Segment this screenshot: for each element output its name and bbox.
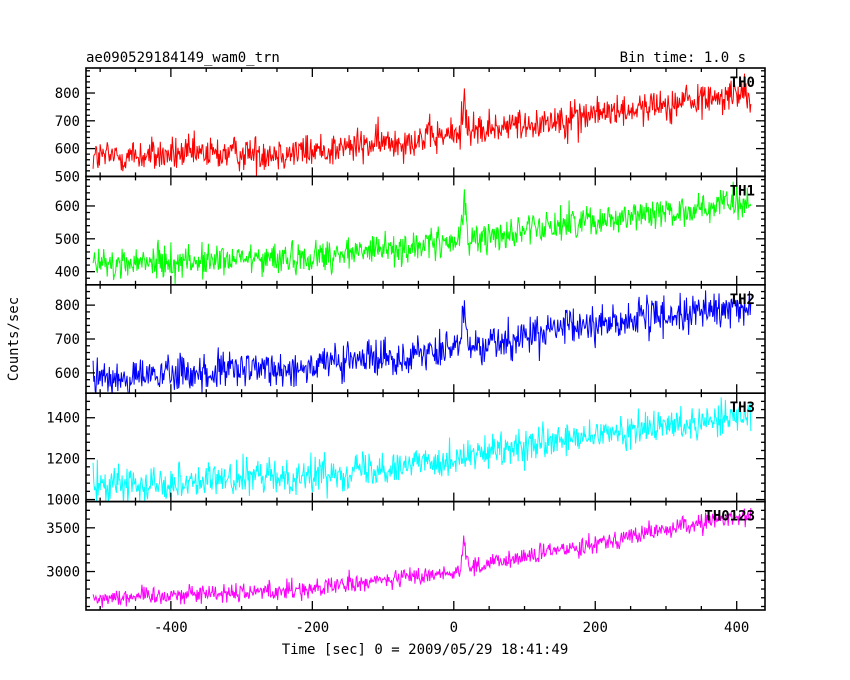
panel-th1: 400 500 600 TH1 [55,175,766,286]
y-tick-label: 600 [55,366,80,382]
panels-group: 500 600 700 800 TH0 400 500 600 TH1 600 700 800 TH2 1… [46,67,766,611]
series-th0 [92,73,752,176]
x-tick-label: -400 [154,620,188,636]
series-th1 [92,181,752,285]
y-tick-label: 600 [55,142,80,158]
y-tick-label: 700 [55,332,80,348]
panel-label: TH1 [730,183,755,199]
y-tick-label: 800 [55,298,80,314]
x-tick-label: 0 [450,620,458,636]
y-tick-label: 800 [55,86,80,102]
chart-title: ae090529184149_wam0_trn [86,50,280,66]
panel-frame [85,67,766,178]
bin-time-label: Bin time: 1.0 s [620,50,746,66]
panel-th0123: 3000 3500 TH0123 [46,500,766,611]
y-tick-label: 1200 [46,452,80,468]
x-tick-label: 200 [583,620,608,636]
panel-label: TH3 [730,400,755,416]
panel-th2: 600 700 800 TH2 [55,283,766,394]
panel-label: TH2 [730,292,755,308]
series-th0123 [92,507,752,608]
series-th3 [92,397,752,502]
panel-th0: 500 600 700 800 TH0 [55,67,766,185]
panel-frame [85,500,766,611]
y-tick-label: 1400 [46,411,80,427]
x-axis-label: Time [sec] 0 = 2009/05/29 18:41:49 [282,642,569,658]
panel-frame [85,283,766,394]
y-tick-label: 400 [55,265,80,281]
y-tick-label: 1000 [46,493,80,509]
panel-label: TH0 [730,75,755,91]
x-axis: -400 -200 0 200 400 [154,620,749,636]
y-tick-label: 700 [55,114,80,130]
y-tick-label: 3000 [46,565,80,581]
panel-th3: 1000 1200 1400 TH3 [46,392,766,509]
y-tick-label: 500 [55,232,80,248]
panel-label: TH0123 [704,509,755,525]
x-tick-label: 400 [724,620,749,636]
series-th2 [92,290,752,394]
y-tick-label: 3500 [46,521,80,537]
y-tick-label: 500 [55,169,80,185]
panel-frame [85,175,766,286]
y-axis-label: Counts/sec [6,297,22,381]
y-tick-label: 600 [55,199,80,215]
x-tick-label: -200 [295,620,329,636]
